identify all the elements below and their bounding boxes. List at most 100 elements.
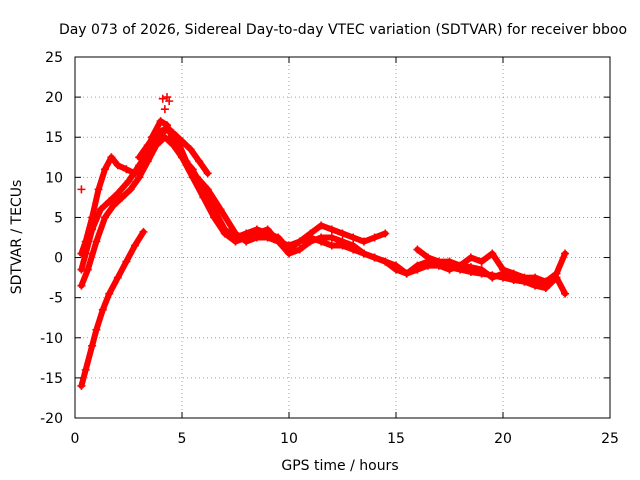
y-tick-label: -15 <box>40 371 63 387</box>
x-tick-label: 5 <box>178 431 187 447</box>
data-point <box>100 165 109 174</box>
data-point <box>100 213 109 222</box>
data-point <box>242 237 251 246</box>
data-point <box>327 241 336 250</box>
data-point <box>152 129 161 138</box>
data-point <box>531 273 540 282</box>
data-point <box>195 157 204 166</box>
data-point <box>186 145 195 154</box>
data-point <box>165 97 174 106</box>
data-point <box>156 117 165 126</box>
data-point <box>77 265 86 274</box>
x-tick-label: 20 <box>494 431 512 447</box>
data-point <box>105 197 114 206</box>
data-point <box>77 381 86 390</box>
data-point <box>81 365 90 374</box>
data-point <box>295 237 304 246</box>
data-point <box>94 185 103 194</box>
data-point <box>210 213 219 222</box>
data-point <box>413 245 422 254</box>
data-point <box>88 341 97 350</box>
data-point <box>306 237 315 246</box>
y-tick-label: 25 <box>45 50 63 66</box>
data-point <box>135 173 144 182</box>
tick-layer: 0 5 10 15 20 25 -20 -15 -10 -5 0 5 10 15 20 25 <box>40 50 619 447</box>
data-point <box>113 189 122 198</box>
data-point <box>77 281 86 290</box>
series-track-6 <box>413 245 550 286</box>
data-point <box>488 249 497 258</box>
data-point <box>122 165 131 174</box>
series-trace <box>78 228 147 389</box>
data-point <box>381 257 390 266</box>
data-point <box>143 141 152 150</box>
data-point <box>113 273 122 282</box>
data-point <box>163 93 172 102</box>
data-point <box>338 229 347 238</box>
data-point <box>402 269 411 278</box>
data-point <box>107 153 116 162</box>
y-tick-label: 5 <box>54 210 63 226</box>
series-track-4 <box>77 227 148 390</box>
chart-title: Day 073 of 2026, Sidereal Day-to-day VTE… <box>59 22 627 38</box>
data-point <box>216 205 225 214</box>
data-point <box>109 201 118 210</box>
y-tick-label: -20 <box>40 411 63 427</box>
data-point <box>370 233 379 242</box>
data-point <box>130 241 139 250</box>
data-point <box>509 269 518 278</box>
data-point <box>488 273 497 282</box>
y-tick-label: 10 <box>45 170 63 186</box>
data-point <box>135 153 144 162</box>
data-point <box>541 277 550 286</box>
data-point <box>220 229 229 238</box>
data-point <box>139 227 148 236</box>
data-point <box>370 253 379 262</box>
data-point <box>381 229 390 238</box>
data-point <box>552 273 561 282</box>
data-point <box>118 193 127 202</box>
data-point <box>327 233 336 242</box>
data-point <box>317 233 326 242</box>
data-point <box>77 185 86 194</box>
data-point <box>231 229 240 238</box>
data-point <box>392 265 400 274</box>
series-outliers <box>77 93 174 194</box>
data-point <box>252 233 261 242</box>
data-point <box>520 273 529 282</box>
data-point <box>285 249 293 258</box>
data-point <box>263 225 272 234</box>
data-point <box>466 253 475 262</box>
x-tick-label: 10 <box>280 431 298 447</box>
data-point <box>349 233 358 242</box>
y-tick-label: 0 <box>54 251 63 267</box>
data-point <box>88 225 97 234</box>
series-layer <box>77 93 570 390</box>
data-point <box>178 137 186 146</box>
data-point <box>445 257 454 266</box>
x-axis-label: GPS time / hours <box>281 458 398 474</box>
data-point <box>466 263 475 272</box>
data-point <box>92 237 101 246</box>
x-tick-label: 15 <box>387 431 405 447</box>
x-tick-label: 25 <box>601 431 619 447</box>
data-point <box>295 245 304 254</box>
data-point <box>327 225 336 234</box>
plot-frame <box>74 56 611 419</box>
y-tick-label: -10 <box>40 331 63 347</box>
data-point <box>81 249 90 258</box>
data-point <box>413 261 422 270</box>
data-point <box>182 157 191 166</box>
data-point <box>499 265 507 274</box>
data-point <box>126 185 135 194</box>
series-track-2 <box>77 133 570 290</box>
data-point <box>98 305 107 314</box>
series-trace <box>78 126 569 297</box>
data-point <box>349 241 358 250</box>
data-point <box>456 261 465 270</box>
data-point <box>160 105 169 114</box>
data-point <box>122 257 131 266</box>
data-point <box>169 141 178 150</box>
data-point <box>135 161 144 170</box>
